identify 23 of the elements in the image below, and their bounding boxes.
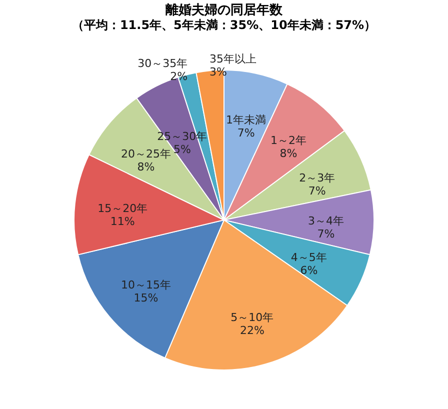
data-label: 5% — [173, 142, 191, 156]
data-label: 7% — [317, 228, 335, 241]
data-label: 6% — [300, 264, 318, 277]
slice-label: 35年以上 — [209, 52, 256, 66]
slice-label: 10～15年 — [120, 278, 171, 292]
slice-label: 15～20年 — [98, 202, 148, 215]
data-label: 7% — [237, 126, 255, 140]
slice-label: 2～3年 — [299, 171, 336, 184]
data-label: 8% — [137, 160, 155, 174]
data-label: 15% — [134, 292, 158, 305]
slice-label: 20～25年 — [120, 147, 171, 160]
slice-label: 1年未満 — [226, 113, 266, 126]
slice-label: 4～5年 — [290, 250, 327, 264]
data-label: 8% — [280, 146, 298, 160]
slice-label: 3～4年 — [308, 214, 344, 228]
chart-subtitle: （平均：11.5年、5年未満：35%、10年未満：57%） — [72, 18, 376, 32]
slice-label: 5～10年 — [230, 311, 274, 324]
chart-title: 離婚夫婦の同居年数 — [164, 3, 284, 18]
slice-label: 30～35年 — [138, 56, 188, 70]
data-label: 22% — [240, 324, 264, 338]
slice-label: 1～2年 — [270, 134, 306, 147]
data-label: 11% — [110, 214, 135, 228]
data-label: 7% — [308, 184, 326, 198]
